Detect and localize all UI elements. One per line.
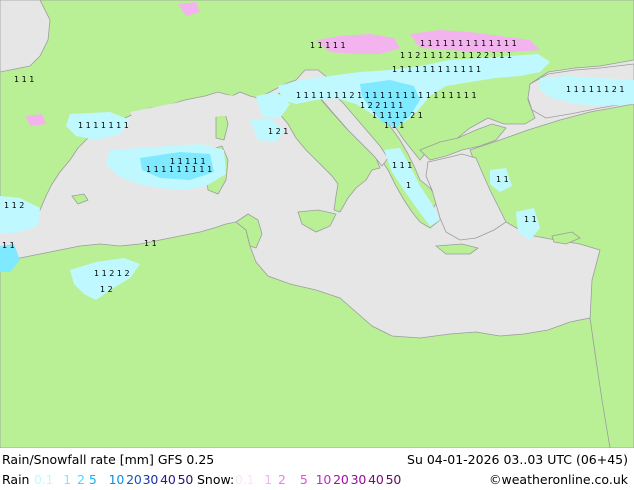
snow-area-pyrenees bbox=[26, 114, 46, 126]
snow-area-czechia bbox=[316, 34, 400, 54]
snow-legend-value-6: 30 bbox=[350, 472, 367, 487]
rain-legend-value-0: 0.1 bbox=[34, 472, 54, 487]
snow-legend-value-3: 5 bbox=[299, 472, 308, 487]
rain-area-serbia bbox=[360, 80, 420, 128]
aegean-sea bbox=[425, 153, 507, 241]
footer-legend-row: Rain 0.1 1 2 5 10 2030 40 50 Snow: 0.1 1 2 5 10 20 30… bbox=[0, 469, 634, 490]
marker-row-tyrrhenian-1: 1 1 1 1 1 1 1 1 1 bbox=[146, 165, 212, 174]
marker-row-balkans-3: 1 1 1 1 1 2 1 bbox=[372, 111, 423, 120]
rain-legend-value-7: 40 bbox=[160, 472, 176, 487]
land-sicily bbox=[297, 209, 337, 233]
snow-legend-values: 0.1 1 2 5 10 20 30 40 50 bbox=[235, 472, 403, 487]
marker-row-greece-2: 1 bbox=[406, 181, 411, 190]
land-tunisia bbox=[235, 213, 263, 249]
snow-areas bbox=[26, 2, 540, 126]
rain-area-iberia-coast bbox=[0, 196, 40, 234]
gulf-of-lion bbox=[130, 94, 276, 132]
land-north-africa bbox=[0, 221, 611, 448]
marker-row-tyrrhenian-2: 1 1 1 1 1 bbox=[170, 157, 206, 166]
rain-area-north-italy bbox=[256, 92, 290, 118]
marker-row-iberia-2: 1 1 bbox=[2, 241, 15, 250]
land-cyprus bbox=[551, 231, 581, 245]
marker-row-balkans-4: 1 1 1 bbox=[384, 121, 404, 130]
rain-legend-value-5: 20 bbox=[126, 472, 142, 487]
rain-area-gulf-of-lion bbox=[66, 112, 130, 140]
forecast-datetime: Su 04-01-2026 03..03 UTC (06+45) bbox=[407, 452, 628, 467]
marker-row-algeria-1: 1 1 2 1 2 bbox=[94, 269, 130, 278]
weather-map: 1 1 1 1 1 1 1 2 1 1 1 1 1 1 1 1 1 1 1 1 … bbox=[0, 0, 634, 448]
adriatic-sea bbox=[317, 87, 389, 167]
marker-row-czech: 1 1 1 1 1 bbox=[310, 41, 346, 50]
rain-legend-label: Rain bbox=[2, 472, 30, 487]
marker-row-algeria-2: 1 2 bbox=[100, 285, 113, 294]
rain-area-black-sea bbox=[540, 76, 634, 106]
rain-area-dodecanese bbox=[516, 208, 540, 240]
snow-legend-value-1: 1 bbox=[264, 472, 273, 487]
marker-row-balkans-1: 1 1 1 1 1 1 1 2 1 1 1 1 1 1 1 1 1 1 1 1 … bbox=[296, 91, 477, 100]
marker-row-blacksea: 1 1 1 1 1 1 2 1 bbox=[566, 85, 625, 94]
marker-row-balkans-2: 1 2 2 1 1 1 bbox=[360, 101, 403, 110]
snow-legend-value-0: 0.1 bbox=[235, 472, 255, 487]
rain-legend-value-3: 5 bbox=[88, 472, 97, 487]
rain-area-tyrrhenian-core bbox=[140, 152, 214, 180]
marker-row-iberia-1: 1 1 2 bbox=[4, 201, 24, 210]
rain-area-aegean-east bbox=[490, 168, 512, 192]
rain-area-greece-west bbox=[384, 148, 440, 226]
snow-legend-value-8: 50 bbox=[385, 472, 402, 487]
credit-link[interactable]: ©weatheronline.co.uk bbox=[489, 472, 628, 487]
marker-row-dodecanese: 1 1 bbox=[524, 215, 537, 224]
marker-row-sardinia-east: 1 1 bbox=[144, 239, 157, 248]
rain-legend-value-2: 2 bbox=[77, 472, 85, 487]
land-areas bbox=[0, 0, 634, 448]
rain-legend-value-8: 50 bbox=[177, 472, 194, 487]
snow-legend-value-2: 2 bbox=[278, 472, 286, 487]
footer-title-row: Rain/Snowfall rate [mm] GFS 0.25 Su 04-0… bbox=[0, 449, 634, 470]
snow-legend-label: Snow: bbox=[197, 472, 235, 487]
snow-area-poland bbox=[410, 30, 540, 52]
marker-row-poland-2: 1 1 2 1 1 1 2 1 1 1 2 2 1 1 1 bbox=[400, 51, 512, 60]
snow-legend-value-4: 10 bbox=[315, 472, 332, 487]
precip-markers: 1 1 1 1 1 1 1 2 1 1 1 1 1 1 1 1 1 1 1 1 … bbox=[2, 39, 625, 294]
land-balearics bbox=[71, 193, 89, 205]
marker-row-north-italy: 1 2 1 bbox=[268, 127, 288, 136]
snow-area-alps bbox=[178, 2, 200, 16]
rain-area-morocco bbox=[0, 244, 20, 272]
rain-area-algeria bbox=[70, 258, 140, 300]
rain-legend-value-6: 30 bbox=[142, 472, 159, 487]
marker-row-gulf-lion: 1 1 1 1 1 1 1 bbox=[78, 121, 129, 130]
rain-legend-values: 0.1 1 2 5 10 2030 40 50 bbox=[34, 472, 195, 487]
bay-of-biscay bbox=[0, 0, 51, 73]
rain-areas bbox=[0, 54, 634, 300]
land-europe bbox=[0, 0, 634, 233]
marker-row-poland-3: 1 1 1 1 1 1 1 1 1 1 1 1 bbox=[392, 65, 481, 74]
rain-legend-value-1: 1 bbox=[63, 472, 72, 487]
marker-row-aegean: 1 1 bbox=[496, 175, 509, 184]
land-thrace bbox=[419, 123, 507, 161]
land-crete bbox=[434, 243, 479, 255]
marker-row-poland-1: 1 1 1 1 1 1 1 1 1 1 1 1 1 bbox=[420, 39, 517, 48]
map-title: Rain/Snowfall rate [mm] GFS 0.25 bbox=[2, 452, 215, 467]
snow-legend-value-5: 20 bbox=[333, 472, 349, 487]
marker-row-sw-france: 1 1 1 bbox=[14, 75, 34, 84]
snow-legend-value-7: 40 bbox=[368, 472, 384, 487]
rain-legend-value-4: 10 bbox=[108, 472, 125, 487]
marker-row-greece: 1 1 1 bbox=[392, 161, 412, 170]
rain-area-sardinia-west bbox=[250, 118, 284, 142]
